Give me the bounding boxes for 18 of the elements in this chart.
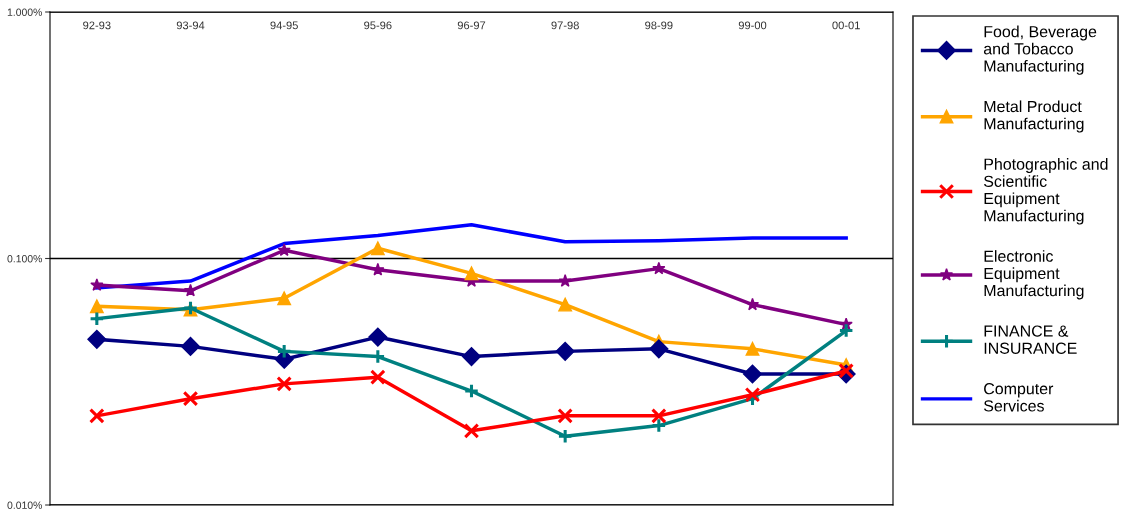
legend-label: FINANCE & INSURANCE [984, 325, 1077, 354]
legend-label: Metal Product Manufacturing [984, 100, 1084, 133]
x-tick-label: 95-96 [364, 21, 392, 30]
x-tick-label: 93-94 [176, 21, 205, 30]
legend-label: Electronic Equipment Manufacturing [984, 250, 1084, 300]
x-tick-label: 96-97 [457, 21, 486, 30]
y-tick-label: 1.000% [7, 8, 42, 16]
x-tick-label: 99-00 [738, 21, 767, 30]
legend-label: Photographic and Scientific Equipment Manufacturing [983, 158, 1108, 225]
legend-label: Computer Services [983, 383, 1054, 412]
x-tick-label: 94-95 [270, 21, 298, 30]
y-tick-label: 0.100% [7, 255, 42, 263]
x-tick-label: 98-99 [645, 21, 673, 30]
legend-label: Food, Beverage and Tobacco Manufacturing [983, 25, 1097, 75]
x-tick-label: 00-01 [832, 21, 860, 30]
x-tick-label: 92-93 [83, 21, 111, 30]
x-tick-label: 97-98 [551, 21, 579, 30]
y-tick-label: 0.010% [7, 501, 42, 509]
